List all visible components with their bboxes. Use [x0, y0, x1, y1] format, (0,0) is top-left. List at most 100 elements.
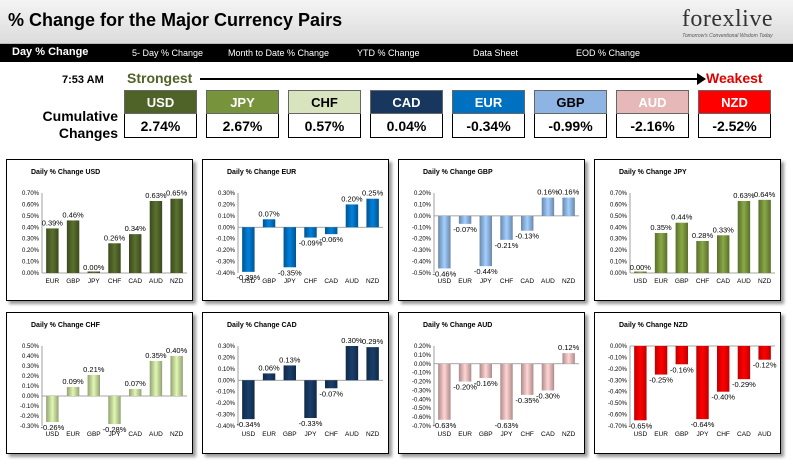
- bar-cad: [129, 389, 142, 396]
- data-label: -0.39%: [236, 273, 260, 282]
- data-label: 0.20%: [341, 194, 363, 203]
- currency-cumulative-value: 0.57%: [288, 114, 361, 138]
- data-label: -0.20%: [453, 383, 477, 392]
- y-tick-label: -0.50%: [608, 401, 628, 407]
- nav-month-to-date[interactable]: Month to Date % Change: [228, 48, 330, 58]
- x-tick-label: CAD: [520, 278, 534, 285]
- y-tick-label: 0.20%: [610, 248, 628, 254]
- x-tick-label: EUR: [654, 431, 668, 438]
- x-tick-label: CHF: [304, 278, 317, 285]
- chart-svg-gbp: -0.50% -0.40% -0.30% -0.20% -0.10% 0.00% 0.10%…: [412, 188, 580, 285]
- x-tick-label: EUR: [45, 278, 59, 285]
- y-tick-label: 0.00%: [22, 394, 40, 400]
- data-label: 0.00%: [630, 263, 652, 272]
- y-tick-label: -0.60%: [608, 413, 628, 419]
- x-tick-label: JPY: [305, 431, 318, 438]
- x-tick-label: CAD: [324, 278, 338, 285]
- bar-chf: [325, 380, 338, 389]
- nav-day-change[interactable]: Day % Change: [12, 46, 89, 58]
- currency-code: GBP: [534, 90, 607, 114]
- chart-title: Daily % Change CAD: [227, 322, 297, 329]
- y-tick-label: 0.40%: [22, 225, 40, 231]
- bar-eur: [458, 215, 472, 224]
- x-tick-label: JPY: [501, 431, 514, 438]
- y-tick-label: 0.20%: [22, 374, 40, 380]
- data-label: 0.40%: [166, 346, 188, 355]
- data-label: 0.12%: [558, 343, 580, 352]
- data-label: -0.44%: [474, 267, 498, 276]
- y-tick-label: 0.10%: [414, 202, 432, 208]
- currency-box-usd: USD 2.74%: [124, 90, 197, 138]
- bar-usd: [46, 396, 59, 422]
- x-tick-label: USD: [633, 431, 647, 438]
- y-tick-label: 0.20%: [22, 248, 40, 254]
- bar-usd: [634, 346, 647, 421]
- bar-jpy: [479, 215, 492, 267]
- data-label: -0.07%: [319, 389, 343, 398]
- y-tick-label: 0.30%: [218, 344, 236, 350]
- logo-tagline: Tomorrow's Conventional Wisdom Today: [682, 33, 773, 39]
- y-tick-label: -0.30%: [412, 388, 432, 394]
- y-tick-label: 0.10%: [22, 384, 40, 390]
- y-tick-label: 0.10%: [218, 214, 236, 220]
- y-tick-label: -0.30%: [216, 413, 236, 419]
- y-tick-label: -0.10%: [412, 371, 432, 377]
- chart-svg-jpy: 0.00%0.10%0.20%0.30%0.40%0.50%0.60%0.70%…: [610, 190, 776, 285]
- data-label: -0.63%: [495, 421, 519, 430]
- x-tick-label: AUD: [541, 278, 555, 285]
- nav-ytd-change[interactable]: YTD % Change: [357, 48, 420, 58]
- data-label: 0.63%: [145, 191, 167, 200]
- nav-5day-change[interactable]: 5- Day % Change: [132, 48, 204, 58]
- chart-panel-chf: Daily % Change CHF -0.30% -0.20% -0.10% 0.00…: [6, 312, 193, 454]
- nav-data-sheet[interactable]: Data Sheet: [473, 48, 519, 58]
- data-label: 0.16%: [537, 188, 559, 197]
- y-tick-label: 0.30%: [610, 237, 628, 243]
- y-tick-label: -0.30%: [20, 424, 40, 430]
- x-tick-label: CHF: [717, 431, 730, 438]
- strength-arrow-line: [200, 78, 702, 80]
- data-label: 0.46%: [62, 210, 84, 219]
- x-tick-label: GBP: [262, 278, 276, 285]
- data-label: 0.34%: [125, 224, 147, 233]
- nav-bar: Day % Change 5- Day % Change Month to Da…: [0, 44, 793, 62]
- chart-title: Daily % Change EUR: [227, 169, 297, 176]
- data-label: -0.35%: [515, 396, 539, 405]
- y-tick-label: 0.70%: [610, 191, 628, 197]
- data-label: -0.13%: [515, 232, 539, 241]
- bar-usd: [242, 380, 255, 420]
- bar-usd: [438, 215, 451, 269]
- x-tick-label: JPY: [88, 278, 101, 285]
- data-label: -0.64%: [691, 420, 715, 429]
- chart-title: Daily % Change AUD: [423, 322, 493, 329]
- y-tick-label: -0.20%: [20, 414, 40, 420]
- x-tick-label: JPY: [109, 431, 122, 438]
- bar-cad: [129, 234, 142, 273]
- bar-nzd: [366, 347, 379, 381]
- bar-nzd: [170, 356, 183, 396]
- data-label: -0.30%: [536, 391, 560, 400]
- bar-eur: [654, 233, 668, 273]
- weakest-label: Weakest: [706, 70, 763, 86]
- data-label: 0.64%: [754, 190, 776, 199]
- x-tick-label: USD: [437, 278, 451, 285]
- chart-panel-aud: Daily % Change AUD -0.70% -0.60% -0.50% -0.4…: [398, 312, 585, 454]
- x-tick-label: CHF: [696, 278, 709, 285]
- strength-arrow-head: [697, 73, 706, 85]
- data-label: -0.16%: [474, 379, 498, 388]
- y-tick-label: -0.40%: [412, 260, 432, 266]
- bar-chf: [108, 243, 121, 273]
- data-label: 0.39%: [42, 218, 64, 227]
- nav-eod-change[interactable]: EOD % Change: [576, 48, 641, 58]
- cumulative-label-line1: Cumulative: [42, 108, 118, 124]
- timestamp: 7:53 AM: [62, 74, 104, 86]
- data-label: 0.29%: [362, 337, 384, 346]
- x-tick-label: NZD: [366, 278, 380, 285]
- y-tick-label: 0.00%: [22, 271, 40, 277]
- x-tick-label: CAD: [541, 431, 555, 438]
- chart-panel-eur: Daily % Change EUR -0.40% -0.30% -0.20% -0.1…: [202, 159, 389, 301]
- y-tick-label: -0.40%: [412, 397, 432, 403]
- bar-gbp: [675, 222, 688, 273]
- data-label: 0.63%: [733, 191, 755, 200]
- bar-chf: [521, 363, 534, 395]
- currency-cumulative-value: 2.67%: [206, 114, 279, 138]
